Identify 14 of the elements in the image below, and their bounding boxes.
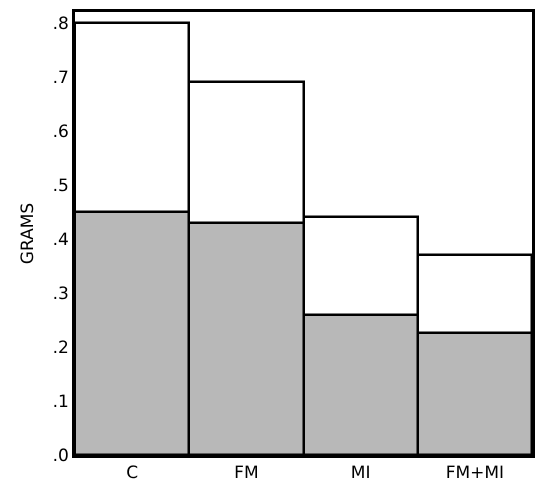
y-axis-title: GRAMS [18,202,38,264]
x-tick-label: FM+MI [446,463,504,484]
x-tick-label: MI [350,463,370,484]
y-tick-label: .0 [52,446,69,466]
y-tick-label: .6 [52,122,69,142]
y-tick-label: .8 [52,14,69,34]
y-tick-label: .5 [52,176,69,196]
x-tick-label: C [126,463,138,484]
y-tick-label: .1 [52,392,69,412]
y-tick-label: .4 [52,230,69,250]
y-tick-label: .7 [52,68,69,88]
y-tick-label: .3 [52,284,69,304]
x-tick-label: FM [234,463,259,484]
y-tick-label: .2 [52,338,69,358]
